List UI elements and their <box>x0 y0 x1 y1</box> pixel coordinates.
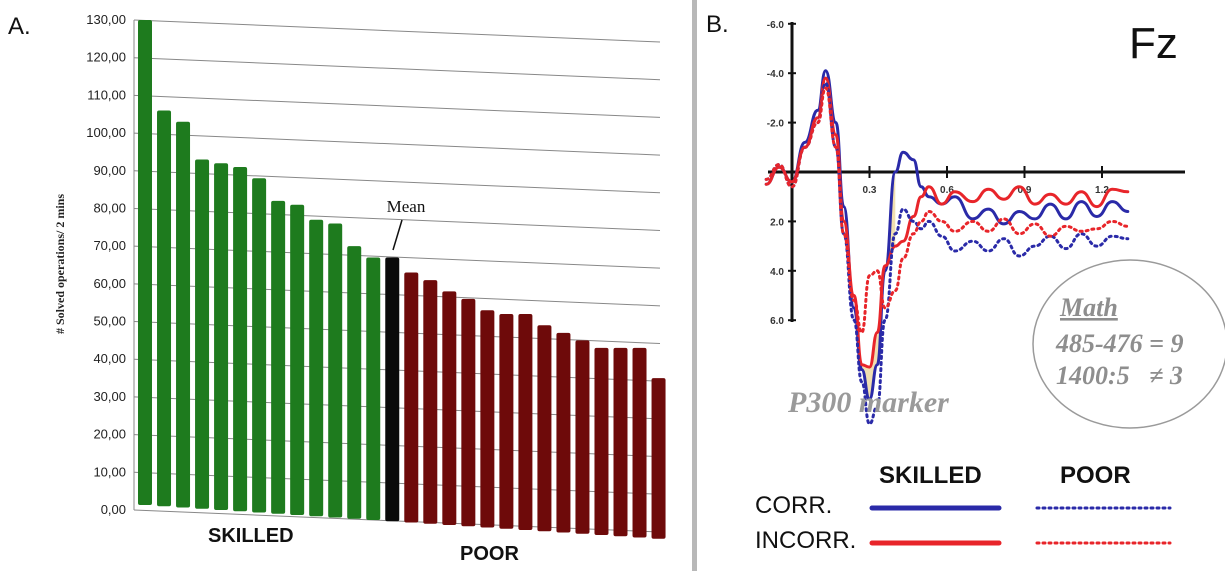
skilled-bar <box>233 167 248 512</box>
skilled-bar <box>309 219 324 517</box>
eeg-y-tick-label: 2.0 <box>770 217 784 228</box>
y-tick-label: 130,00 <box>86 12 126 27</box>
electrode-label: Fz <box>1129 19 1178 68</box>
poor-bar <box>499 314 514 529</box>
gridline <box>133 170 661 194</box>
gridline <box>133 57 661 81</box>
y-axis-label: # Solved operations/ 2 mins <box>53 194 67 334</box>
skilled-bar <box>252 178 267 513</box>
skilled-corr-line <box>764 69 1130 401</box>
poor-bar <box>480 310 495 528</box>
math-ellipse <box>1032 259 1225 429</box>
poor-bar <box>575 340 590 534</box>
poor-bar <box>442 291 457 525</box>
skilled-bar <box>347 246 362 519</box>
skilled-bar <box>195 159 210 509</box>
poor-bar <box>518 314 533 530</box>
gridline <box>133 132 661 156</box>
math-equation-2: 1400:5 ≠ 3 <box>1056 361 1183 390</box>
eeg-y-tick-label: 4.0 <box>770 267 784 278</box>
skilled-bar <box>157 110 172 507</box>
poor-bar <box>613 347 628 537</box>
mean-label: Mean <box>387 197 426 216</box>
skilled-bar <box>328 223 343 518</box>
skilled-bar <box>290 204 305 515</box>
eeg-y-ticks: -6.0 -4.0 -2.0 2.0 4.0 6.0 <box>767 20 796 327</box>
poor-bar <box>594 347 609 535</box>
poor-bar <box>423 280 438 524</box>
eeg-y-tick-label: 6.0 <box>770 316 784 327</box>
poor-bar <box>404 272 419 523</box>
skilled-bar <box>366 257 381 520</box>
y-tick-label: 30,00 <box>93 389 126 404</box>
y-tick-label: 90,00 <box>93 163 126 178</box>
gridline <box>133 94 661 118</box>
poor-bar <box>537 325 552 532</box>
eeg-y-tick-label: -4.0 <box>767 69 785 80</box>
p300-marker-label: P300 marker <box>787 386 949 419</box>
legend-incorr-label: INCORR. <box>755 527 856 554</box>
panel-a-bar-chart: A. 0,00 10,00 20,00 30,00 40,00 50,00 60,00 70,… <box>8 12 666 565</box>
y-tick-label: 0,00 <box>101 502 126 517</box>
panel-divider <box>692 0 697 571</box>
panel-b-erp-plot: B. Fz -6.0-4.0-2.02.04.06.0 0.3 0.6 0.9 1.2… <box>706 11 1225 554</box>
eeg-x-tick-label: 0.6 <box>940 185 954 196</box>
erp-waveforms <box>764 69 1130 426</box>
mean-pointer <box>392 219 403 251</box>
eeg-y-tick-label: -6.0 <box>767 20 785 31</box>
y-tick-label: 120,00 <box>86 50 126 65</box>
legend-poor-header: POOR <box>1060 462 1131 489</box>
skilled-bar <box>138 20 152 505</box>
mean-bar <box>385 257 400 522</box>
panel-b-label: B. <box>706 11 729 38</box>
y-tick-label: 100,00 <box>86 125 126 140</box>
poor-incorr-line <box>764 86 1130 334</box>
eeg-y-tick-label: -2.0 <box>767 119 785 130</box>
math-equation-1: 485-476 = 9 <box>1055 329 1183 358</box>
y-tick-label: 60,00 <box>93 276 126 291</box>
panel-a-label: A. <box>8 13 31 40</box>
poor-bar <box>556 332 571 533</box>
y-tick-label: 20,00 <box>93 427 126 442</box>
skilled-bar <box>176 121 191 508</box>
skilled-bar <box>214 163 229 510</box>
gridline <box>133 19 661 43</box>
y-tick-label: 40,00 <box>93 351 126 366</box>
eeg-x-tick-label: 0.3 <box>863 185 877 196</box>
poor-bar <box>651 378 666 539</box>
y-tick-label: 80,00 <box>93 200 126 215</box>
y-tick-label: 110,00 <box>87 87 126 102</box>
poor-bar <box>461 298 476 527</box>
skilled-incorr-line <box>764 76 1130 369</box>
bars <box>138 20 666 539</box>
y-tick-label: 10,00 <box>93 464 126 479</box>
skilled-bar <box>271 200 286 514</box>
eeg-x-tick-label: 1.2 <box>1095 185 1109 196</box>
y-tick-labels: 0,00 10,00 20,00 30,00 40,00 50,00 60,00 70,00 8… <box>86 12 126 517</box>
y-tick-label: 70,00 <box>93 238 126 253</box>
skilled-group-label: SKILLED <box>208 525 294 547</box>
legend-skilled-header: SKILLED <box>879 462 982 489</box>
poor-bar <box>632 347 647 538</box>
legend-corr-label: CORR. <box>755 492 832 519</box>
poor-group-label: POOR <box>460 543 519 565</box>
math-title: Math <box>1059 293 1118 322</box>
y-tick-label: 50,00 <box>93 314 126 329</box>
